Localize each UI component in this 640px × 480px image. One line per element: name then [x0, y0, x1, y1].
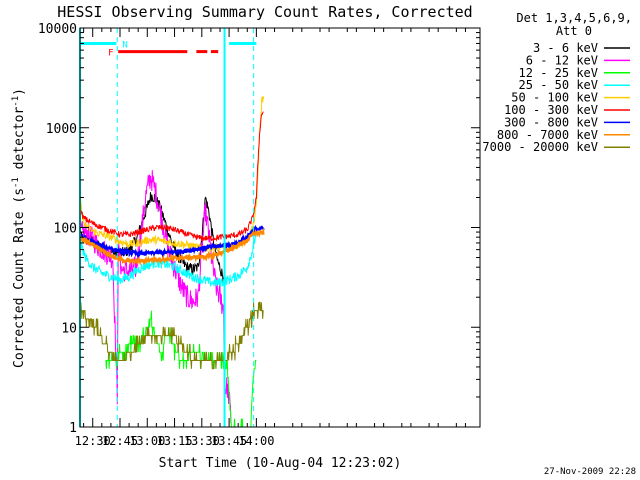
- flare-flag-label: F: [108, 49, 113, 59]
- legend-entry-label: 25 - 50 keV: [519, 78, 598, 92]
- legend-entry-label: 800 - 7000 keV: [497, 128, 598, 142]
- x-tick-label: 13:00: [129, 434, 165, 448]
- series-line: [79, 227, 265, 266]
- x-tick-label: 13:15: [156, 434, 192, 448]
- series-line: [79, 224, 265, 259]
- x-tick-label: 12:45: [102, 434, 138, 448]
- series-line: [80, 301, 264, 370]
- legend-entry-label: 7000 - 20000 keV: [482, 140, 598, 154]
- x-tick-label: 13:30: [184, 434, 220, 448]
- series-line: [79, 170, 232, 424]
- y-tick-label: 10000: [38, 22, 77, 37]
- legend-entry-label: 3 - 6 keV: [533, 41, 598, 55]
- legend-header-line-2: Att 0: [556, 24, 592, 38]
- series-line: [79, 111, 264, 242]
- footer-date: 27-Nov-2009 22:28: [544, 467, 636, 477]
- x-tick-label: 13:45: [211, 434, 247, 448]
- x-tick-label: 12:30: [75, 434, 111, 448]
- x-axis-label: Start Time (10-Aug-04 12:23:02): [159, 456, 402, 471]
- y-axis-label: Corrected Count Rate (s-1 detector-1): [11, 88, 27, 368]
- y-tick-label: 100: [54, 222, 77, 237]
- x-tick-label: 14:00: [238, 434, 274, 448]
- legend-entry-label: 100 - 300 keV: [504, 103, 598, 117]
- legend-entry-label: 6 - 12 keV: [526, 53, 598, 67]
- legend-header-line-1: Det 1,3,4,5,6,9,: [516, 11, 632, 25]
- legend-entry-label: 50 - 100 keV: [511, 91, 598, 105]
- legend-entry-label: 12 - 25 keV: [519, 66, 598, 80]
- y-tick-label: 10: [61, 321, 77, 336]
- series-line: [105, 310, 257, 428]
- legend-entry-label: 300 - 800 keV: [504, 115, 598, 129]
- y-tick-label: 1000: [46, 122, 77, 137]
- chart-title: HESSI Observing Summary Count Rates, Cor…: [57, 3, 472, 21]
- y-tick-label: 1: [69, 421, 77, 436]
- series-line: [79, 233, 257, 288]
- night-flag-label: N: [122, 40, 127, 50]
